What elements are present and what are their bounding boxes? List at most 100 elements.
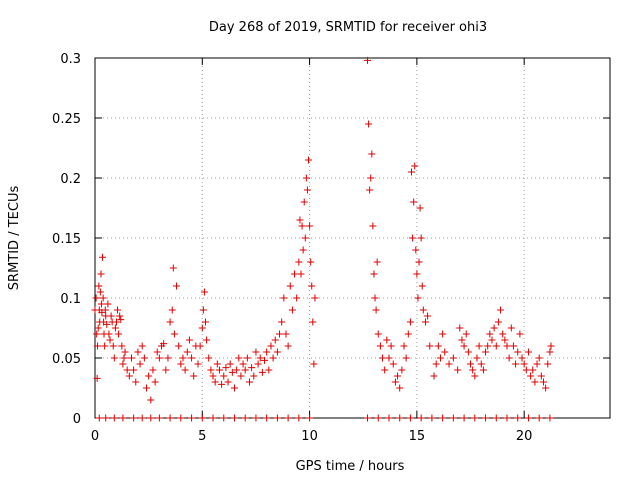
data-point xyxy=(298,222,306,230)
data-point xyxy=(426,342,434,350)
data-point xyxy=(276,330,284,338)
y-tick-label: 0.3 xyxy=(60,52,81,67)
data-point xyxy=(237,372,245,380)
data-point xyxy=(155,414,163,422)
data-point xyxy=(97,300,105,308)
data-point xyxy=(394,372,402,380)
data-point xyxy=(369,222,377,230)
data-point xyxy=(368,150,376,158)
data-point xyxy=(94,324,102,332)
data-point xyxy=(114,306,122,314)
data-point xyxy=(95,414,103,422)
data-point xyxy=(169,264,177,272)
data-point xyxy=(218,380,226,388)
data-point xyxy=(310,360,318,368)
data-point xyxy=(417,234,425,242)
data-point xyxy=(535,354,543,362)
data-point xyxy=(411,162,419,170)
data-point xyxy=(164,354,172,362)
data-point xyxy=(432,360,440,368)
data-point xyxy=(263,348,271,356)
data-point xyxy=(284,342,292,350)
data-point xyxy=(175,342,183,350)
data-point xyxy=(415,258,423,266)
data-point xyxy=(482,414,490,422)
data-point xyxy=(441,348,449,356)
data-point xyxy=(370,270,378,278)
data-point xyxy=(477,360,485,368)
data-point xyxy=(111,324,119,332)
data-point xyxy=(309,318,317,326)
data-point xyxy=(241,366,249,374)
data-point xyxy=(116,312,124,320)
data-point xyxy=(254,360,262,368)
data-point xyxy=(246,378,253,386)
data-point xyxy=(439,414,447,422)
data-point xyxy=(414,294,422,302)
data-point xyxy=(434,342,442,350)
data-point xyxy=(413,270,421,278)
data-point xyxy=(537,372,545,380)
data-point xyxy=(505,354,513,362)
data-point xyxy=(109,342,117,350)
x-tick-label: 15 xyxy=(409,429,426,444)
data-point xyxy=(147,414,155,422)
data-point xyxy=(203,336,211,344)
data-point xyxy=(398,366,406,374)
data-point xyxy=(286,282,294,290)
data-point xyxy=(520,360,528,368)
data-point xyxy=(233,366,241,374)
data-point xyxy=(95,282,103,290)
data-point xyxy=(486,330,494,338)
data-point xyxy=(396,384,404,392)
data-point xyxy=(293,294,301,302)
data-point xyxy=(533,360,541,368)
data-point xyxy=(273,414,281,422)
data-point xyxy=(406,414,414,422)
data-point xyxy=(503,414,511,422)
data-point xyxy=(531,378,539,386)
data-point xyxy=(300,198,308,206)
data-point xyxy=(188,354,196,362)
data-point xyxy=(94,342,102,350)
data-point xyxy=(252,348,260,356)
data-point xyxy=(107,312,115,320)
data-point xyxy=(484,342,492,350)
data-point xyxy=(106,336,114,344)
x-tick-label: 10 xyxy=(301,429,318,444)
data-point xyxy=(306,222,314,230)
data-point xyxy=(261,356,269,364)
data-point xyxy=(419,306,427,314)
x-tick-label: 5 xyxy=(198,429,206,444)
data-point xyxy=(364,414,372,422)
data-point xyxy=(119,360,127,368)
data-point xyxy=(385,414,393,422)
data-point xyxy=(207,366,215,374)
plot-border xyxy=(94,57,611,419)
data-point xyxy=(488,336,496,344)
data-point xyxy=(235,354,243,362)
data-point xyxy=(143,384,150,392)
data-point xyxy=(482,348,490,356)
data-point xyxy=(250,372,258,380)
data-point xyxy=(490,324,498,332)
data-point xyxy=(140,354,148,362)
data-point xyxy=(428,414,436,422)
data-point xyxy=(284,414,292,422)
y-tick-label: 0.25 xyxy=(52,112,81,127)
data-point xyxy=(123,366,131,374)
data-point xyxy=(132,378,140,386)
data-point xyxy=(138,342,146,350)
y-tick-label: 0 xyxy=(73,412,81,427)
data-point xyxy=(454,366,462,374)
data-point xyxy=(499,330,507,338)
data-point xyxy=(120,354,128,362)
data-point xyxy=(535,414,543,422)
data-point xyxy=(162,366,170,374)
data-point xyxy=(389,360,397,368)
data-point xyxy=(248,364,256,372)
data-point xyxy=(188,414,196,422)
data-point xyxy=(99,253,107,261)
data-point xyxy=(305,156,313,164)
data-point xyxy=(421,318,429,326)
